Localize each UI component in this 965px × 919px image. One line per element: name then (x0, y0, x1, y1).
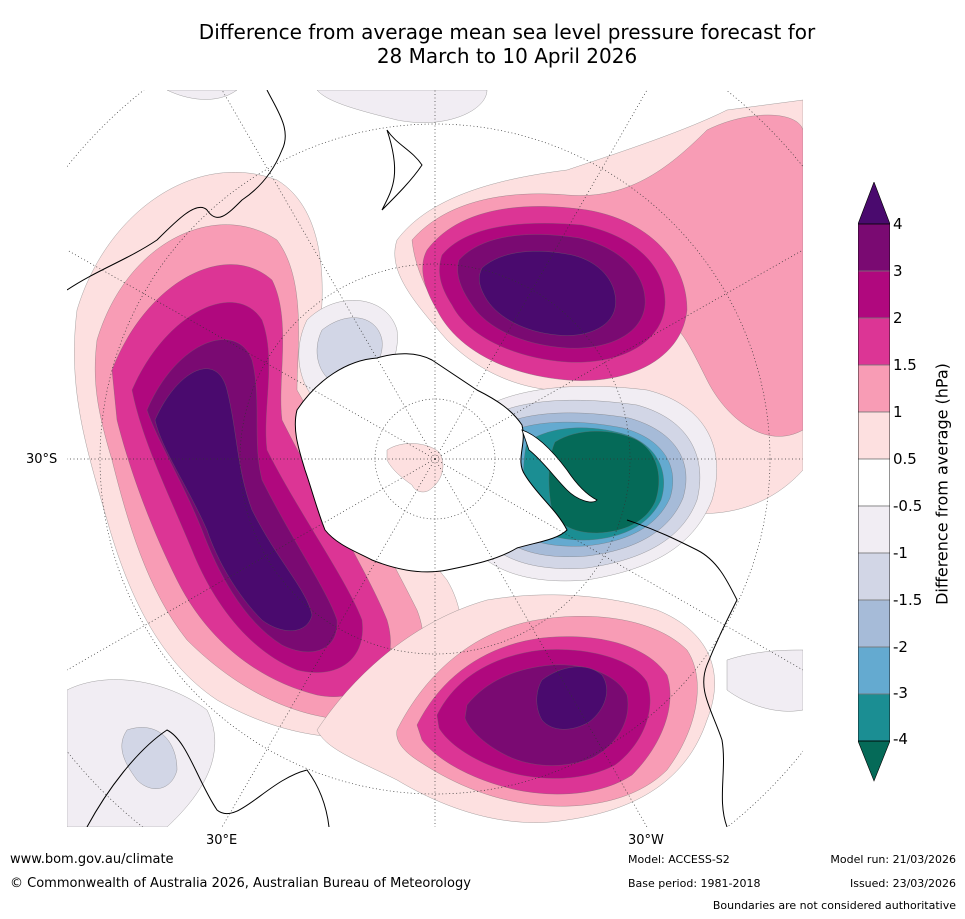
boundaries-disclaimer: Boundaries are not considered authoritat… (712, 899, 956, 912)
base-period: Base period: 1981-2018 (628, 877, 761, 890)
longitude-label-30w: 30°W (628, 833, 664, 848)
colorbar-tick-label: -1.5 (893, 591, 923, 609)
australia-coastline (67, 90, 286, 291)
colorbar-bin-3 (858, 270, 890, 319)
colorbar-tick-label: -1 (893, 544, 908, 562)
longitude-label-30e: 30°E (206, 833, 238, 848)
colorbar-tick-label: 1 (893, 403, 903, 421)
colorbar-bin-2 (858, 317, 890, 366)
title-line-1: Difference from average mean sea level p… (198, 20, 816, 44)
colorbar-bin-neg-0-5 (858, 505, 890, 554)
colorbar-tick-label: -3 (893, 684, 908, 702)
colorbar-tick-label: 1.5 (893, 356, 917, 374)
colorbar-bin-1-5 (858, 364, 890, 413)
colorbar-bin-neg-1-5 (858, 599, 890, 648)
colorbar-tick-label: 4 (893, 215, 903, 233)
south-africa-coastline (86, 729, 330, 827)
colorbar-bin-0-5 (858, 458, 890, 507)
positive-anomaly-south-pacific (394, 99, 803, 514)
colorbar-bin-4 (858, 223, 890, 272)
copyright-notice: © Commonwealth of Australia 2026, Austra… (10, 876, 471, 891)
colorbar-title: Difference from average (hPa) (932, 363, 952, 605)
colorbar-under-arrow (858, 740, 890, 782)
colorbar (858, 182, 890, 782)
south-america-coastline (626, 519, 738, 827)
antarctic-peninsula (521, 429, 598, 503)
colorbar-tick-label: -4 (893, 730, 908, 748)
model-run-date: Model run: 21/03/2026 (830, 853, 956, 866)
colorbar-bin-neg-2 (858, 646, 890, 695)
colorbar-bin-neg-3 (858, 693, 890, 742)
pole-anomaly-patch (386, 443, 444, 493)
continent-outlines (67, 90, 738, 827)
positive-anomaly-indian-ocean (74, 172, 462, 738)
colorbar-bin-neg-1 (858, 552, 890, 601)
model-name: Model: ACCESS-S2 (628, 853, 730, 866)
graticule (67, 90, 803, 827)
colorbar-tick-label: -0.5 (893, 497, 923, 515)
new-zealand-coastline (381, 129, 423, 211)
title-line-2: 28 March to 10 April 2026 (376, 44, 638, 68)
colorbar-tick-label: 2 (893, 309, 903, 327)
colorbar-tick-label: -2 (893, 638, 908, 656)
issued-date: Issued: 23/03/2026 (849, 877, 956, 890)
colorbar-over-arrow (858, 182, 890, 225)
colorbar-tick-label: 3 (893, 262, 903, 280)
pressure-anomaly-map (67, 90, 803, 827)
website-link[interactable]: www.bom.gov.au/climate (10, 852, 174, 867)
colorbar-bin-1 (858, 411, 890, 460)
negative-anomaly-minor-patches (67, 90, 803, 827)
latitude-label-30s: 30°S (26, 452, 58, 467)
map-title: Difference from average mean sea level p… (0, 20, 965, 68)
positive-anomaly-south-atlantic (316, 594, 715, 823)
colorbar-tick-label: 0.5 (893, 450, 917, 468)
